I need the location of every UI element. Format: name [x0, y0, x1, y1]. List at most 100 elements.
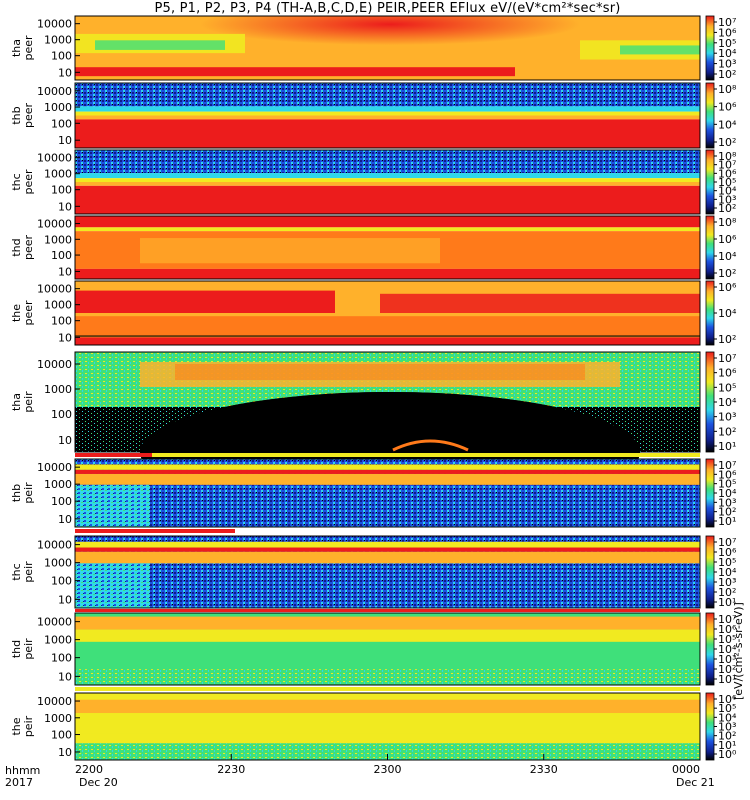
colorbar-tick-label: 10⁵	[718, 702, 736, 715]
colorbar-tick-label: 10³	[718, 58, 736, 71]
y-tick-label: 1000	[44, 299, 72, 312]
colorbar-tick-label: 10³	[718, 193, 736, 206]
spectrogram-band	[75, 67, 515, 77]
panel-label: the	[10, 717, 23, 735]
y-tick-label: 1000	[44, 557, 72, 570]
y-tick-label: 10	[58, 434, 72, 447]
panel-frame	[74, 15, 701, 81]
panel-label: thb	[10, 106, 23, 124]
panel-frame	[74, 149, 701, 215]
spectrogram-band	[75, 484, 150, 527]
colorbar	[705, 535, 715, 609]
spectrogram-band	[620, 45, 700, 55]
colorbar-tick-label: 10³	[718, 411, 736, 424]
colorbar-tick-label: 10⁴	[718, 487, 737, 500]
y-tick-label: 10000	[37, 283, 72, 296]
spectrogram-band	[75, 669, 700, 685]
panel-label: peir	[22, 638, 35, 660]
y-tick-label: 10	[58, 746, 72, 759]
spectrogram-band	[95, 40, 225, 50]
colorbar	[705, 15, 715, 81]
y-tick-label: 10000	[37, 616, 72, 629]
y-tick-label: 1000	[44, 233, 72, 246]
spectrogram-band	[75, 551, 700, 564]
y-tick-label: 10	[58, 66, 72, 79]
colorbar-tick-label: 10⁸	[718, 83, 737, 96]
colorbar-tick-label: 10²	[718, 333, 736, 346]
colorbar-tick-label: 10¹	[718, 596, 736, 609]
y-tick-label: 10	[58, 670, 72, 683]
panel-frame	[74, 215, 701, 280]
mode-strip	[75, 687, 700, 691]
colorbar-tick-label: 10⁴	[718, 307, 737, 320]
panel-label: thc	[10, 563, 23, 580]
x-tick-label: 0000	[672, 763, 700, 776]
y-tick-label: 10	[58, 513, 72, 526]
spectrogram-band	[75, 185, 700, 214]
colorbar-tick-label: 10⁶	[718, 367, 737, 380]
mode-strip	[75, 529, 235, 533]
panel-frame	[74, 280, 701, 346]
colorbar-tick-label: 10⁸	[718, 216, 737, 229]
y-tick-label: 10000	[37, 152, 72, 165]
x-tick-label: 2230	[217, 763, 245, 776]
colorbar-tick-label: 10⁶	[718, 693, 737, 706]
colorbar	[705, 280, 715, 346]
spectrogram-band	[75, 563, 150, 608]
colorbar-tick-label: 10⁵	[718, 633, 736, 646]
colorbar-tick-label: 10¹	[718, 515, 736, 528]
colorbar-tick-label: 10⁴	[718, 566, 737, 579]
colorbar-tick-label: 10⁷	[718, 536, 736, 549]
colorbar-tick-label: 10²	[718, 202, 736, 215]
spectrogram-band	[75, 115, 700, 120]
colorbar-tick-label: 10¹	[718, 673, 736, 686]
colorbar-tick-label: 10⁴	[718, 643, 737, 656]
colorbar-tick-label: 10⁶	[718, 546, 737, 559]
colorbar-tick-label: 10²	[718, 68, 736, 81]
colorbar-tick-label: 10²	[718, 136, 736, 149]
spectrogram-band	[175, 364, 585, 380]
panel-label: thb	[10, 484, 23, 502]
spectrogram-band	[75, 469, 700, 474]
spectrogram-band	[75, 106, 700, 112]
spectrogram-band	[75, 111, 700, 116]
spectrogram-band	[200, 16, 580, 58]
y-tick-label: 1000	[44, 478, 72, 491]
panel-label: peir	[22, 482, 35, 504]
spectrogram-band	[75, 150, 700, 174]
colorbar	[705, 82, 715, 149]
colorbar-tick-label: 10⁴	[718, 185, 737, 198]
spectrogram-band	[75, 216, 700, 228]
panel-label: peer	[22, 35, 35, 61]
mode-strip	[75, 453, 152, 457]
spectrogram-band	[75, 713, 700, 734]
y-tick-label: 10	[58, 200, 72, 213]
colorbar-tick-label: 10⁵	[718, 381, 736, 394]
colorbar-tick-label: 10³	[718, 653, 736, 666]
colorbar-tick-label: 10¹	[718, 440, 736, 453]
colorbar-tick-label: 10⁴	[718, 118, 737, 131]
colorbar-tick-label: 10³	[718, 721, 736, 734]
date-end-label: Dec 21	[676, 776, 715, 789]
y-tick-label: 1000	[44, 712, 72, 725]
panel-frame	[74, 535, 701, 609]
spectrogram-band	[140, 238, 440, 264]
panel-frame	[74, 351, 701, 453]
spectrogram-band	[75, 268, 700, 279]
spectrogram-band	[75, 119, 700, 148]
colorbar-tick-label: 10⁶	[718, 233, 737, 246]
y-tick-label: 10	[58, 134, 72, 147]
y-tick-label: 100	[51, 117, 72, 130]
y-tick-label: 10	[58, 593, 72, 606]
plot-title: P5, P1, P2, P3, P4 (TH-A,B,C,D,E) PEIR,P…	[154, 1, 621, 16]
colorbar-tick-label: 10⁴	[718, 396, 737, 409]
y-tick-label: 10000	[37, 461, 72, 474]
spectrogram-band	[75, 337, 700, 345]
panel-label: peer	[22, 169, 35, 195]
spectrogram-band	[75, 83, 700, 107]
y-tick-label: 100	[51, 408, 72, 421]
spectrogram-band	[75, 173, 700, 179]
colorbar-tick-label: 10⁵	[718, 176, 736, 189]
time-row-label: hhmm	[5, 764, 41, 777]
spectrogram-band	[75, 316, 700, 336]
